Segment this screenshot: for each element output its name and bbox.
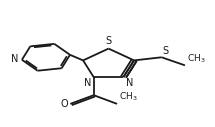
Text: CH$_3$: CH$_3$ — [119, 91, 137, 103]
Text: N: N — [126, 78, 133, 88]
Text: N: N — [84, 78, 91, 88]
Text: CH$_3$: CH$_3$ — [187, 52, 205, 65]
Text: S: S — [106, 36, 112, 46]
Text: S: S — [163, 46, 169, 56]
Text: O: O — [60, 99, 68, 109]
Text: N: N — [11, 54, 18, 64]
